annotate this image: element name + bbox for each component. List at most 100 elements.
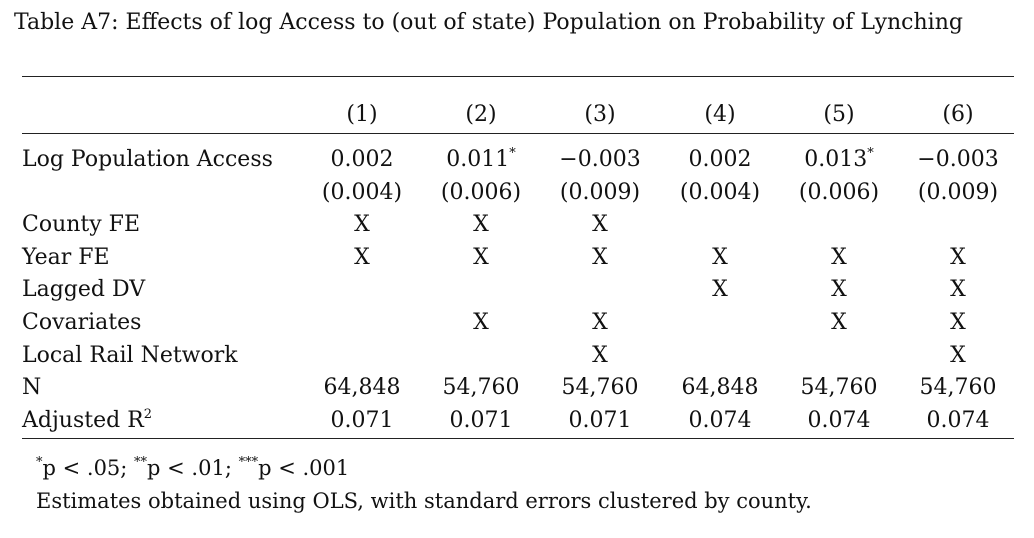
- row-label-text: Year FE: [22, 244, 110, 270]
- sig-text: p < .01;: [147, 456, 239, 480]
- table-cell: 0.071: [545, 405, 655, 437]
- cell-value: X: [473, 212, 489, 238]
- cell-value: X: [831, 277, 847, 303]
- table-row: Local Rail Network X X: [22, 340, 1014, 372]
- row-label-superscript: 2: [143, 406, 153, 422]
- bottom-rule: [22, 438, 1014, 439]
- table-cell: X: [665, 242, 775, 274]
- cell-value: 0.011: [446, 147, 510, 172]
- star-marker: **: [134, 455, 148, 470]
- cell-value: X: [592, 244, 608, 270]
- column-header-row: (1) (2) (3) (4) (5) (6): [22, 99, 1014, 131]
- cell-value: 0.074: [688, 407, 752, 433]
- cell-value: (0.004): [679, 179, 761, 205]
- cell-value: X: [831, 244, 847, 270]
- cell-value: X: [592, 310, 608, 335]
- table-cell: X: [784, 307, 894, 339]
- cell-value: 0.071: [449, 407, 513, 433]
- table-cell: X: [784, 242, 894, 274]
- star-marker: *: [36, 455, 43, 470]
- cell-value: X: [950, 342, 966, 368]
- cell-value: 54,760: [919, 375, 997, 401]
- sig-text: p < .001: [258, 456, 350, 480]
- table-cell: X: [307, 209, 417, 241]
- table-cell: 64,848: [665, 372, 775, 404]
- table-row: N 64,848 54,760 54,760 64,848 54,760 54,760: [22, 372, 1014, 404]
- table-cell: X: [665, 274, 775, 306]
- row-label: Covariates: [22, 307, 141, 339]
- cell-value: 0.071: [330, 407, 394, 433]
- cell-value: 0.002: [688, 147, 752, 172]
- row-label-text: Adjusted R: [22, 407, 144, 433]
- cell-value: (0.006): [440, 179, 522, 205]
- cell-value: X: [354, 244, 370, 270]
- table-row: (0.004) (0.006) (0.009) (0.004) (0.006) (0.00…: [22, 177, 1014, 209]
- sig-text: p < .05;: [42, 456, 135, 480]
- cell-value: 64,848: [323, 375, 401, 401]
- table-cell: 54,760: [545, 372, 655, 404]
- table-cell: −0.003: [903, 144, 1013, 176]
- table-cell: 0.074: [665, 405, 775, 437]
- table-cell: 0.074: [903, 405, 1013, 437]
- table-cell: (0.009): [545, 177, 655, 209]
- table-cell: 0.011*: [426, 144, 536, 176]
- method-note: Estimates obtained using OLS, with stand…: [36, 489, 812, 513]
- table-cell: 0.013*: [784, 144, 894, 176]
- cell-value: (0.009): [559, 179, 641, 205]
- table-cell: X: [903, 340, 1013, 372]
- table-cell: X: [426, 307, 536, 339]
- row-label: Year FE: [22, 242, 110, 274]
- row-label: Adjusted R2: [22, 405, 152, 437]
- cell-value: 54,760: [442, 375, 520, 401]
- table-cell: (0.004): [307, 177, 417, 209]
- table-row: Lagged DV X X X: [22, 274, 1014, 306]
- table-cell: X: [545, 307, 655, 339]
- cell-value: X: [950, 277, 966, 303]
- row-label: Log Population Access: [22, 144, 273, 176]
- table-cell: 0.002: [307, 144, 417, 176]
- row-label: N: [22, 372, 41, 404]
- table-cell: 64,848: [307, 372, 417, 404]
- cell-value: −0.003: [917, 147, 999, 172]
- table-row: Log Population Access 0.002 0.011* −0.003 0.…: [22, 144, 1014, 176]
- cell-value: (0.006): [798, 179, 880, 205]
- table-notes: *p < .05; **p < .01; ***p < .001 Estimat…: [36, 452, 812, 518]
- table-cell: X: [426, 209, 536, 241]
- table-cell: 0.071: [426, 405, 536, 437]
- table-cell: (0.006): [426, 177, 536, 209]
- header-rule: [22, 133, 1014, 134]
- cell-value: 0.071: [568, 407, 632, 433]
- table-cell: (0.009): [903, 177, 1013, 209]
- table-cell: X: [545, 340, 655, 372]
- table-row: County FE X X X: [22, 209, 1014, 241]
- cell-value: 0.002: [330, 147, 394, 172]
- table-cell: X: [903, 274, 1013, 306]
- cell-value: X: [950, 244, 966, 270]
- row-label-text: Log Population Access: [22, 147, 273, 172]
- table-cell: X: [426, 242, 536, 274]
- table-cell: 0.002: [665, 144, 775, 176]
- cell-value: 54,760: [800, 375, 878, 401]
- table-row: Covariates X X X X: [22, 307, 1014, 339]
- table-cell: X: [545, 209, 655, 241]
- row-label-text: N: [22, 375, 42, 401]
- table-cell: X: [903, 307, 1013, 339]
- cell-value: X: [712, 277, 728, 303]
- table-row: Adjusted R2 0.071 0.071 0.071 0.074 0.074 0.07…: [22, 405, 1014, 437]
- table-cell: (0.006): [784, 177, 894, 209]
- row-label: Local Rail Network: [22, 340, 238, 372]
- cell-value: 54,760: [561, 375, 639, 401]
- table-cell: X: [903, 242, 1013, 274]
- cell-value: 0.013: [804, 147, 868, 172]
- column-header: (4): [704, 102, 736, 127]
- cell-value: X: [354, 212, 370, 238]
- table-cell: 54,760: [426, 372, 536, 404]
- top-rule: [22, 76, 1014, 77]
- column-header: (2): [465, 102, 497, 127]
- cell-value: X: [831, 310, 847, 335]
- cell-value: X: [473, 244, 489, 270]
- table-caption: Table A7: Effects of log Access to (out …: [14, 10, 963, 35]
- cell-value: X: [592, 342, 608, 368]
- cell-value: 64,848: [681, 375, 759, 401]
- row-label: County FE: [22, 209, 140, 241]
